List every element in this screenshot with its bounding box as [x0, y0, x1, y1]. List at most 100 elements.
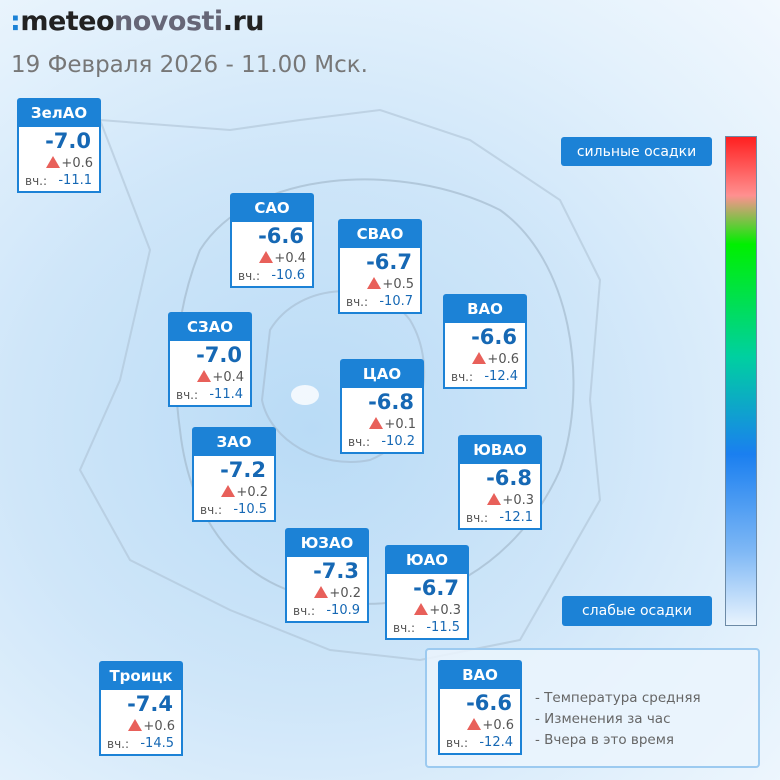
hourly-change: +0.1	[369, 417, 416, 432]
yesterday-label: вч.:	[107, 737, 130, 751]
district-values: -6.7 +0.5 вч.: -10.7	[338, 246, 422, 314]
temperature: -7.2	[220, 458, 266, 482]
district-name: ВАО	[443, 294, 527, 321]
temperature: -6.6	[466, 691, 512, 715]
yesterday-value: -12.4	[484, 369, 518, 384]
logo-part: novosti	[114, 6, 223, 37]
temperature: -7.0	[45, 129, 91, 153]
yesterday-label: вч.:	[238, 269, 261, 283]
district-values: -6.8 +0.1 вч.: -10.2	[340, 386, 424, 454]
scale-low-label: слабые осадки	[562, 596, 712, 626]
legend-descriptions: - Температура средняя - Изменения за час…	[535, 688, 701, 751]
district-card: ВАО -6.6 +0.6 вч.: -12.4	[443, 294, 527, 389]
yesterday-label: вч.:	[466, 511, 489, 525]
yesterday-label: вч.:	[393, 621, 416, 635]
district-card: Троицк -7.4 +0.6 вч.: -14.5	[99, 661, 183, 756]
district-name: Троицк	[99, 661, 183, 688]
district-card: СВАО -6.7 +0.5 вч.: -10.7	[338, 219, 422, 314]
yesterday-label: вч.:	[446, 736, 469, 750]
yesterday-value: -11.1	[58, 173, 92, 188]
legend-description: - Изменения за час	[535, 711, 671, 727]
logo-part: meteo	[20, 6, 115, 37]
yesterday-value: -10.5	[233, 502, 267, 517]
rise-icon	[367, 277, 382, 289]
hourly-change: +0.3	[414, 603, 461, 618]
legend-description: - Температура средняя	[535, 690, 701, 706]
hourly-change: +0.4	[259, 251, 306, 266]
scale-high-label: сильные осадки	[561, 137, 712, 166]
change-value: +0.2	[236, 485, 268, 500]
district-name: ЦАО	[340, 359, 424, 386]
hourly-change: +0.5	[367, 277, 414, 292]
yesterday-label: вч.:	[293, 604, 316, 618]
hourly-change: +0.3	[487, 493, 534, 508]
change-value: +0.3	[502, 493, 534, 508]
rise-icon	[414, 603, 429, 615]
temperature: -6.7	[413, 576, 459, 600]
hourly-change: +0.6	[472, 352, 519, 367]
hourly-change: +0.4	[197, 370, 244, 385]
yesterday-value: -12.4	[479, 735, 513, 750]
yesterday-label: вч.:	[200, 503, 223, 517]
district-values: -6.6 +0.6 вч.: -12.4	[443, 321, 527, 389]
rise-icon	[467, 718, 482, 730]
district-card: ЮВАО -6.8 +0.3 вч.: -12.1	[458, 435, 542, 530]
district-name: СЗАО	[168, 312, 252, 339]
district-values: -7.4 +0.6 вч.: -14.5	[99, 688, 183, 756]
district-card: СЗАО -7.0 +0.4 вч.: -11.4	[168, 312, 252, 407]
yesterday-value: -10.9	[326, 603, 360, 618]
temperature: -6.8	[486, 466, 532, 490]
district-values: -6.6 +0.4 вч.: -10.6	[230, 220, 314, 288]
rise-icon	[46, 156, 61, 168]
district-values: -7.3 +0.2 вч.: -10.9	[285, 555, 369, 623]
yesterday-label: вч.:	[348, 435, 371, 449]
legend-description: - Вчера в это время	[535, 732, 675, 748]
rise-icon	[197, 370, 212, 382]
change-value: +0.3	[429, 603, 461, 618]
yesterday-label: вч.:	[346, 295, 369, 309]
yesterday-value: -10.2	[381, 434, 415, 449]
rise-icon	[221, 485, 236, 497]
temperature: -6.8	[368, 390, 414, 414]
district-card: ЦАО -6.8 +0.1 вч.: -10.2	[340, 359, 424, 454]
district-values: -7.0 +0.4 вч.: -11.4	[168, 339, 252, 407]
change-value: +0.6	[487, 352, 519, 367]
logo-part: .ru	[222, 6, 265, 37]
rise-icon	[369, 417, 384, 429]
yesterday-value: -10.7	[379, 294, 413, 309]
change-value: +0.2	[329, 586, 361, 601]
district-values: -7.0 +0.6 вч.: -11.1	[17, 125, 101, 193]
precipitation-scale	[725, 136, 757, 626]
change-value: +0.6	[482, 718, 514, 733]
temperature: -7.3	[313, 559, 359, 583]
district-name: ЗАО	[192, 427, 276, 454]
yesterday-value: -11.4	[209, 387, 243, 402]
district-values: -6.7 +0.3 вч.: -11.5	[385, 572, 469, 640]
hourly-change: +0.6	[46, 156, 93, 171]
temperature: -7.0	[196, 343, 242, 367]
district-name: ВАО	[438, 660, 522, 687]
change-value: +0.1	[384, 417, 416, 432]
change-value: +0.5	[382, 277, 414, 292]
yesterday-label: вч.:	[176, 388, 199, 402]
district-name: ЮВАО	[458, 435, 542, 462]
district-name: ЮЗАО	[285, 528, 369, 555]
yesterday-value: -12.1	[499, 510, 533, 525]
district-name: ЮАО	[385, 545, 469, 572]
change-value: +0.4	[212, 370, 244, 385]
rise-icon	[487, 493, 502, 505]
hourly-change: +0.2	[221, 485, 268, 500]
temperature: -6.7	[366, 250, 412, 274]
change-value: +0.6	[143, 719, 175, 734]
rise-icon	[128, 719, 143, 731]
yesterday-value: -10.6	[271, 268, 305, 283]
change-value: +0.4	[274, 251, 306, 266]
district-card: ВАО -6.6 +0.6 вч.: -12.4	[438, 660, 522, 755]
temperature: -7.4	[127, 692, 173, 716]
rise-icon	[314, 586, 329, 598]
district-card: САО -6.6 +0.4 вч.: -10.6	[230, 193, 314, 288]
yesterday-value: -11.5	[426, 620, 460, 635]
logo: :meteonovosti.ru	[10, 6, 264, 37]
district-name: САО	[230, 193, 314, 220]
hourly-change: +0.2	[314, 586, 361, 601]
